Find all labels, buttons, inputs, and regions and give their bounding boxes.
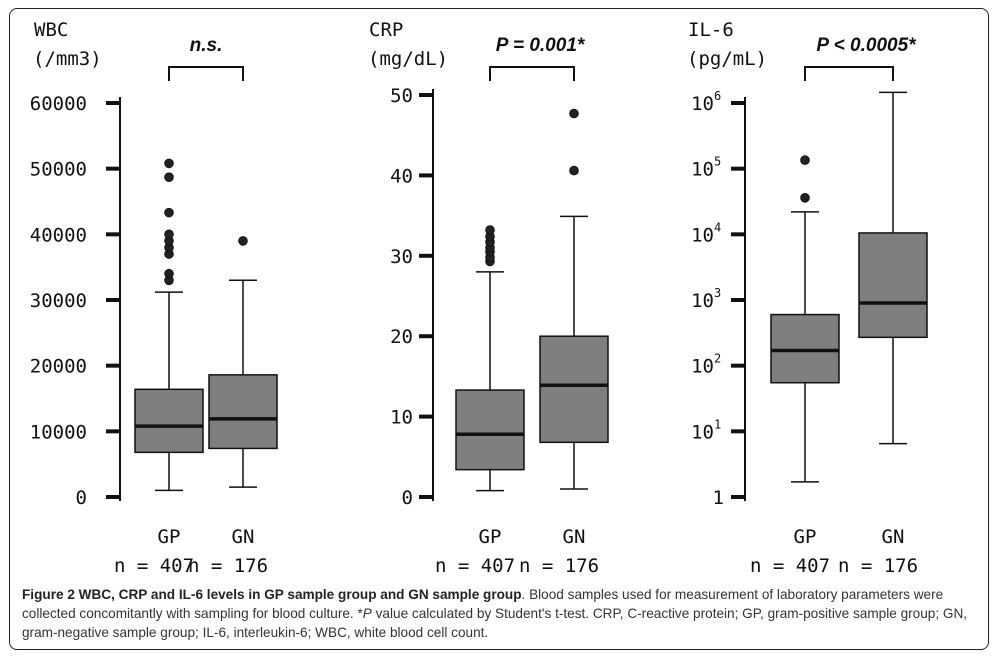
panel-2-gp-group-label: GP — [479, 526, 502, 548]
panel-2-gn-outlier-point — [569, 108, 579, 119]
panel-3-gn-iqr-box — [858, 232, 928, 339]
panel-3-tick-label: 10 — [691, 356, 714, 378]
panel-3-tick-exponent: 5 — [714, 155, 721, 169]
panel-2-tick-label: 10 — [390, 407, 413, 429]
panel-3-tick-exponent: 1 — [714, 417, 721, 431]
panel-3-title: IL-6 — [688, 19, 734, 41]
panel-1-tick-label: 0 — [76, 487, 87, 509]
panel-3-tick-exponent: 2 — [714, 352, 721, 366]
panel-2-unit-label: (mg/dL) — [368, 48, 448, 70]
panel-3-gp-iqr-box — [770, 313, 840, 384]
panel-3-tick-label: 10 — [691, 159, 714, 181]
panel-2-title: CRP — [369, 19, 403, 41]
panel-2-gn-group-label: GN — [563, 526, 586, 548]
panel-3-gp-outlier-point — [800, 193, 810, 203]
box-plot-figure: WBC (/mm3) 0 10000 20000 30000 40000 50000 60000… — [30, 19, 928, 577]
panel-1-gn-group-label: GN — [232, 526, 255, 548]
panel-1-gn-n-label: n = 176 — [188, 555, 268, 577]
panel-3-tick-exponent: 3 — [714, 286, 721, 300]
panel-2-tick-label: 20 — [390, 326, 413, 348]
figure-caption: Figure 2 WBC, CRP and IL-6 levels in GP … — [22, 585, 980, 642]
panel-2-gn-outlier-point — [569, 165, 579, 176]
panel-2-gn-n-label: n = 176 — [519, 555, 599, 577]
panel-3-tick-exponent: 6 — [714, 89, 721, 103]
panel-3-tick-label: 1 — [713, 487, 724, 509]
panel-1-gn-iqr-box — [208, 374, 278, 450]
panel-1-tick-label: 40000 — [30, 224, 87, 246]
caption-text-2: value calculated by Student's t-test. CR… — [22, 606, 968, 640]
panel-2-significance-label: P = 0.001* — [496, 35, 586, 56]
panel-2-gp-n-label: n = 407 — [435, 555, 515, 577]
panel-1-gn-outlier-point — [238, 236, 248, 246]
panel-2-tick-label: 40 — [390, 165, 413, 187]
panel-2-gp-outlier-point — [485, 225, 495, 235]
panel-3-unit-label: (pg/mL) — [687, 48, 767, 70]
panel-1-title: WBC — [34, 19, 68, 41]
panel-2-gp-iqr-box — [455, 389, 525, 471]
panel-1-gp-outlier-point — [164, 229, 174, 240]
panel-3-gn-group-label: GN — [882, 526, 905, 548]
caption-label: Figure 2 WBC, CRP and IL-6 levels in GP … — [22, 587, 522, 602]
panel-2-tick-label: 30 — [390, 246, 413, 268]
panel-1-gp-outlier-point — [164, 268, 174, 279]
panel-3-gn-n-label: n = 176 — [838, 555, 918, 577]
panel-3-tick-label: 10 — [691, 290, 714, 312]
panel-1-tick-label: 20000 — [30, 356, 87, 378]
panel-1-tick-label: 60000 — [30, 93, 87, 115]
panel-1-gp-outlier-point — [164, 172, 174, 183]
panel-1-tick-label: 30000 — [30, 290, 87, 312]
caption-p-italic: P — [362, 606, 372, 621]
panel-1-tick-label: 50000 — [30, 159, 87, 181]
panel-2-significance-bracket — [489, 66, 575, 81]
panel-1-gp-outlier-point — [164, 158, 174, 169]
panel-1-tick-label: 10000 — [30, 421, 87, 443]
panel-1-gp-iqr-box — [134, 388, 204, 454]
panel-3-tick-label: 10 — [691, 421, 714, 443]
caption-text-1: . Blood samples used for measurement of … — [22, 587, 944, 621]
panel-3-gp-n-label: n = 407 — [750, 555, 830, 577]
panel-2-tick-label: 50 — [390, 85, 413, 107]
panel-3-tick-label: 10 — [691, 224, 714, 246]
panel-3-significance-bracket — [804, 66, 894, 81]
panel-1-gp-group-label: GP — [158, 526, 181, 548]
panel-1-gp-n-label: n = 407 — [114, 555, 194, 577]
panel-3-gp-outlier-point — [800, 155, 810, 165]
panel-1-significance-label: n.s. — [190, 35, 223, 56]
panel-3-tick-label: 10 — [691, 93, 714, 115]
panel-3-significance-label: P < 0.0005* — [816, 35, 917, 56]
panel-3-gp-group-label: GP — [794, 526, 817, 548]
panel-3-tick-exponent: 4 — [714, 220, 721, 234]
panel-1-significance-bracket — [168, 66, 244, 81]
panel-2-tick-label: 0 — [402, 487, 413, 509]
panel-1-gp-outlier-point — [164, 207, 174, 218]
panel-1-unit-label: (/mm3) — [33, 48, 102, 70]
panel-2-gn-iqr-box — [539, 335, 609, 444]
